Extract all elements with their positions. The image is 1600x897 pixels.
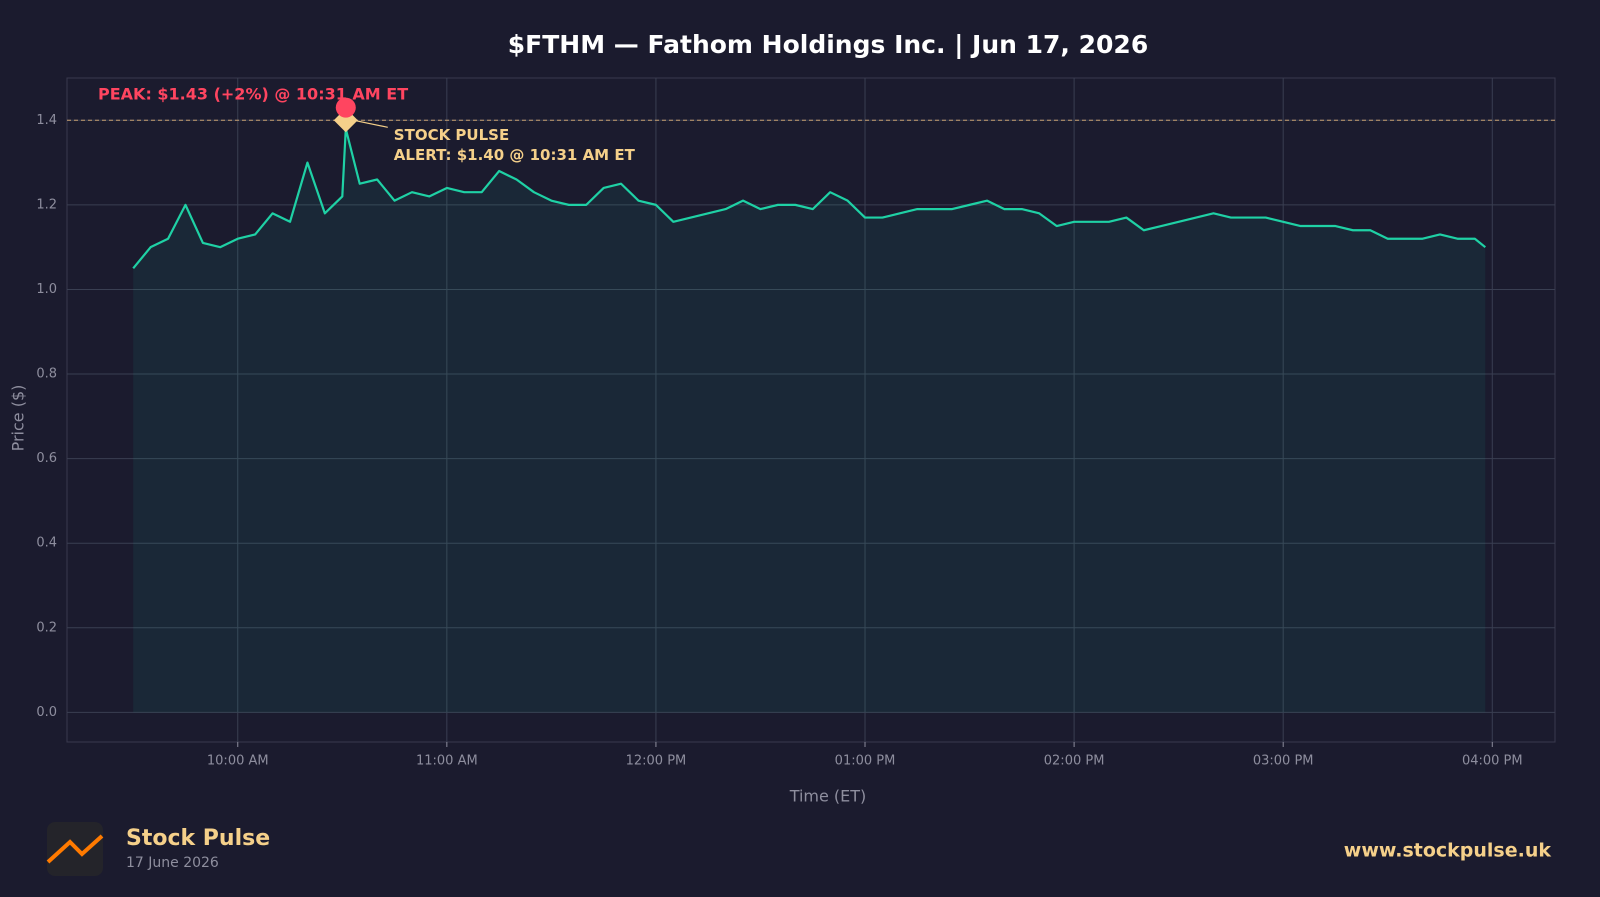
y-tick-label: 0.6 — [36, 451, 57, 466]
y-tick-label: 1.4 — [36, 113, 57, 128]
x-tick-label: 10:00 AM — [207, 754, 269, 769]
footer-date: 17 June 2026 — [126, 855, 219, 871]
y-axis-label: Price ($) — [9, 385, 28, 452]
chart-title: $FTHM — Fathom Holdings Inc. | Jun 17, 2… — [508, 30, 1148, 59]
y-tick-label: 0.8 — [36, 367, 57, 382]
x-tick-label: 02:00 PM — [1044, 754, 1105, 769]
alert-label: ALERT: $1.40 @ 10:31 AM ET — [394, 146, 636, 164]
line — [132, 127, 1486, 270]
x-tick-label: 01:00 PM — [835, 754, 896, 769]
x-axis-label: Time (ET) — [789, 787, 867, 806]
alert-leader — [353, 119, 388, 128]
x-tick-label: 11:00 AM — [416, 754, 478, 769]
x-tick-label: 03:00 PM — [1253, 754, 1314, 769]
alert-label: STOCK PULSE — [394, 126, 509, 144]
peak-marker — [335, 97, 356, 118]
x-tick-label: 12:00 PM — [626, 754, 687, 769]
y-tick-label: 1.2 — [36, 197, 57, 212]
area — [133, 128, 1486, 713]
y-tick-label: 0.4 — [36, 536, 57, 551]
y-tick-label: 0.0 — [36, 705, 57, 720]
brand: Stock Pulse — [126, 826, 270, 851]
x-tick-label: 04:00 PM — [1462, 754, 1523, 769]
logo — [46, 822, 104, 876]
plot-area — [66, 77, 1556, 743]
y-tick-label: 1.0 — [36, 282, 57, 297]
peak-label: PEAK: $1.43 (+2%) @ 10:31 AM ET — [98, 85, 408, 104]
url: www.stockpulse.uk — [1344, 840, 1552, 862]
y-tick-label: 0.2 — [36, 620, 57, 635]
